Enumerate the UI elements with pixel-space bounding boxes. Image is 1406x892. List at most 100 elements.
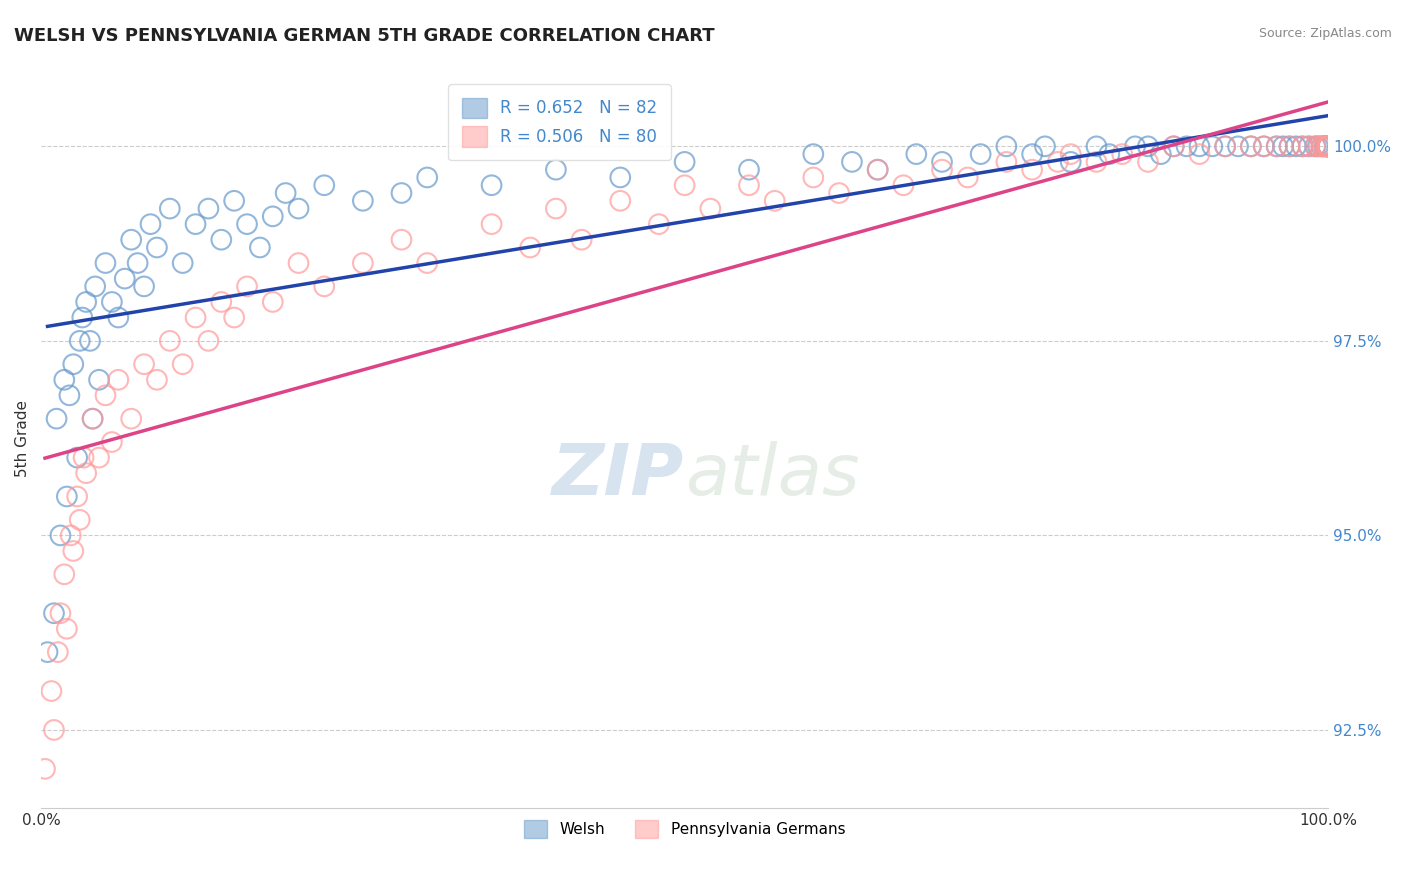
Point (1033, 139, 1056, 153)
Point (1060, 147, 1083, 161)
Point (69, 334, 91, 348)
Point (209, 295, 232, 310)
Point (544, 162, 567, 177)
Point (101, 435, 124, 450)
Point (1317, 139, 1340, 153)
Point (274, 186, 297, 200)
Point (1317, 139, 1340, 153)
Point (571, 233, 593, 247)
Point (1291, 139, 1313, 153)
Point (66, 450, 89, 465)
Point (1163, 139, 1185, 153)
Point (87, 373, 110, 387)
Point (94, 256, 117, 270)
Point (1213, 139, 1236, 153)
Point (66, 490, 89, 504)
Point (1316, 139, 1339, 153)
Point (1317, 139, 1340, 153)
Point (738, 178, 761, 193)
Point (1111, 147, 1133, 161)
Point (866, 162, 889, 177)
Text: ZIP: ZIP (553, 441, 685, 509)
Point (609, 194, 631, 208)
Point (1317, 139, 1340, 153)
Legend: Welsh, Pennsylvania Germans: Welsh, Pennsylvania Germans (517, 814, 851, 845)
Point (956, 170, 979, 185)
Point (120, 411, 142, 425)
Point (146, 373, 169, 387)
Point (1315, 139, 1337, 153)
Point (995, 154, 1018, 169)
Point (45, 411, 67, 425)
Point (114, 271, 136, 285)
Point (56, 622, 79, 636)
Point (84, 279, 107, 293)
Point (841, 154, 863, 169)
Point (46, 645, 69, 659)
Point (1123, 139, 1146, 153)
Point (72, 310, 94, 325)
Point (107, 373, 129, 387)
Point (127, 256, 149, 270)
Point (132, 357, 155, 371)
Y-axis label: 5th Grade: 5th Grade (15, 400, 30, 476)
Point (1060, 154, 1083, 169)
Point (287, 256, 309, 270)
Point (209, 233, 232, 247)
Point (82, 411, 104, 425)
Point (801, 170, 824, 185)
Point (101, 295, 124, 310)
Point (519, 240, 541, 254)
Point (1313, 139, 1336, 153)
Point (159, 334, 181, 348)
Point (1046, 154, 1069, 169)
Point (931, 154, 953, 169)
Point (1298, 139, 1320, 153)
Point (236, 217, 259, 231)
Point (224, 310, 246, 325)
Point (1253, 139, 1275, 153)
Point (49, 606, 72, 620)
Point (56, 490, 79, 504)
Point (1136, 139, 1159, 153)
Point (82, 411, 104, 425)
Point (94, 388, 117, 402)
Point (1085, 139, 1108, 153)
Point (648, 217, 671, 231)
Point (1316, 139, 1339, 153)
Point (1310, 139, 1333, 153)
Point (481, 178, 503, 193)
Point (184, 217, 207, 231)
Point (1317, 139, 1340, 153)
Point (42, 723, 65, 737)
Point (287, 202, 309, 216)
Text: atlas: atlas (685, 441, 859, 509)
Point (120, 233, 142, 247)
Point (224, 194, 246, 208)
Point (75, 466, 97, 480)
Point (236, 279, 259, 293)
Point (1175, 139, 1198, 153)
Point (1136, 154, 1159, 169)
Point (1188, 139, 1211, 153)
Point (609, 170, 631, 185)
Point (391, 186, 413, 200)
Point (197, 334, 219, 348)
Point (738, 162, 761, 177)
Point (69, 513, 91, 527)
Point (59, 528, 82, 542)
Point (62, 544, 84, 558)
Point (1213, 139, 1236, 153)
Point (159, 202, 181, 216)
Point (1021, 162, 1043, 177)
Point (1285, 139, 1308, 153)
Point (37, 645, 59, 659)
Point (1272, 139, 1295, 153)
Point (905, 147, 928, 161)
Point (763, 194, 786, 208)
Point (1313, 139, 1336, 153)
Point (673, 178, 696, 193)
Point (172, 357, 194, 371)
Point (1317, 139, 1340, 153)
Point (416, 170, 439, 185)
